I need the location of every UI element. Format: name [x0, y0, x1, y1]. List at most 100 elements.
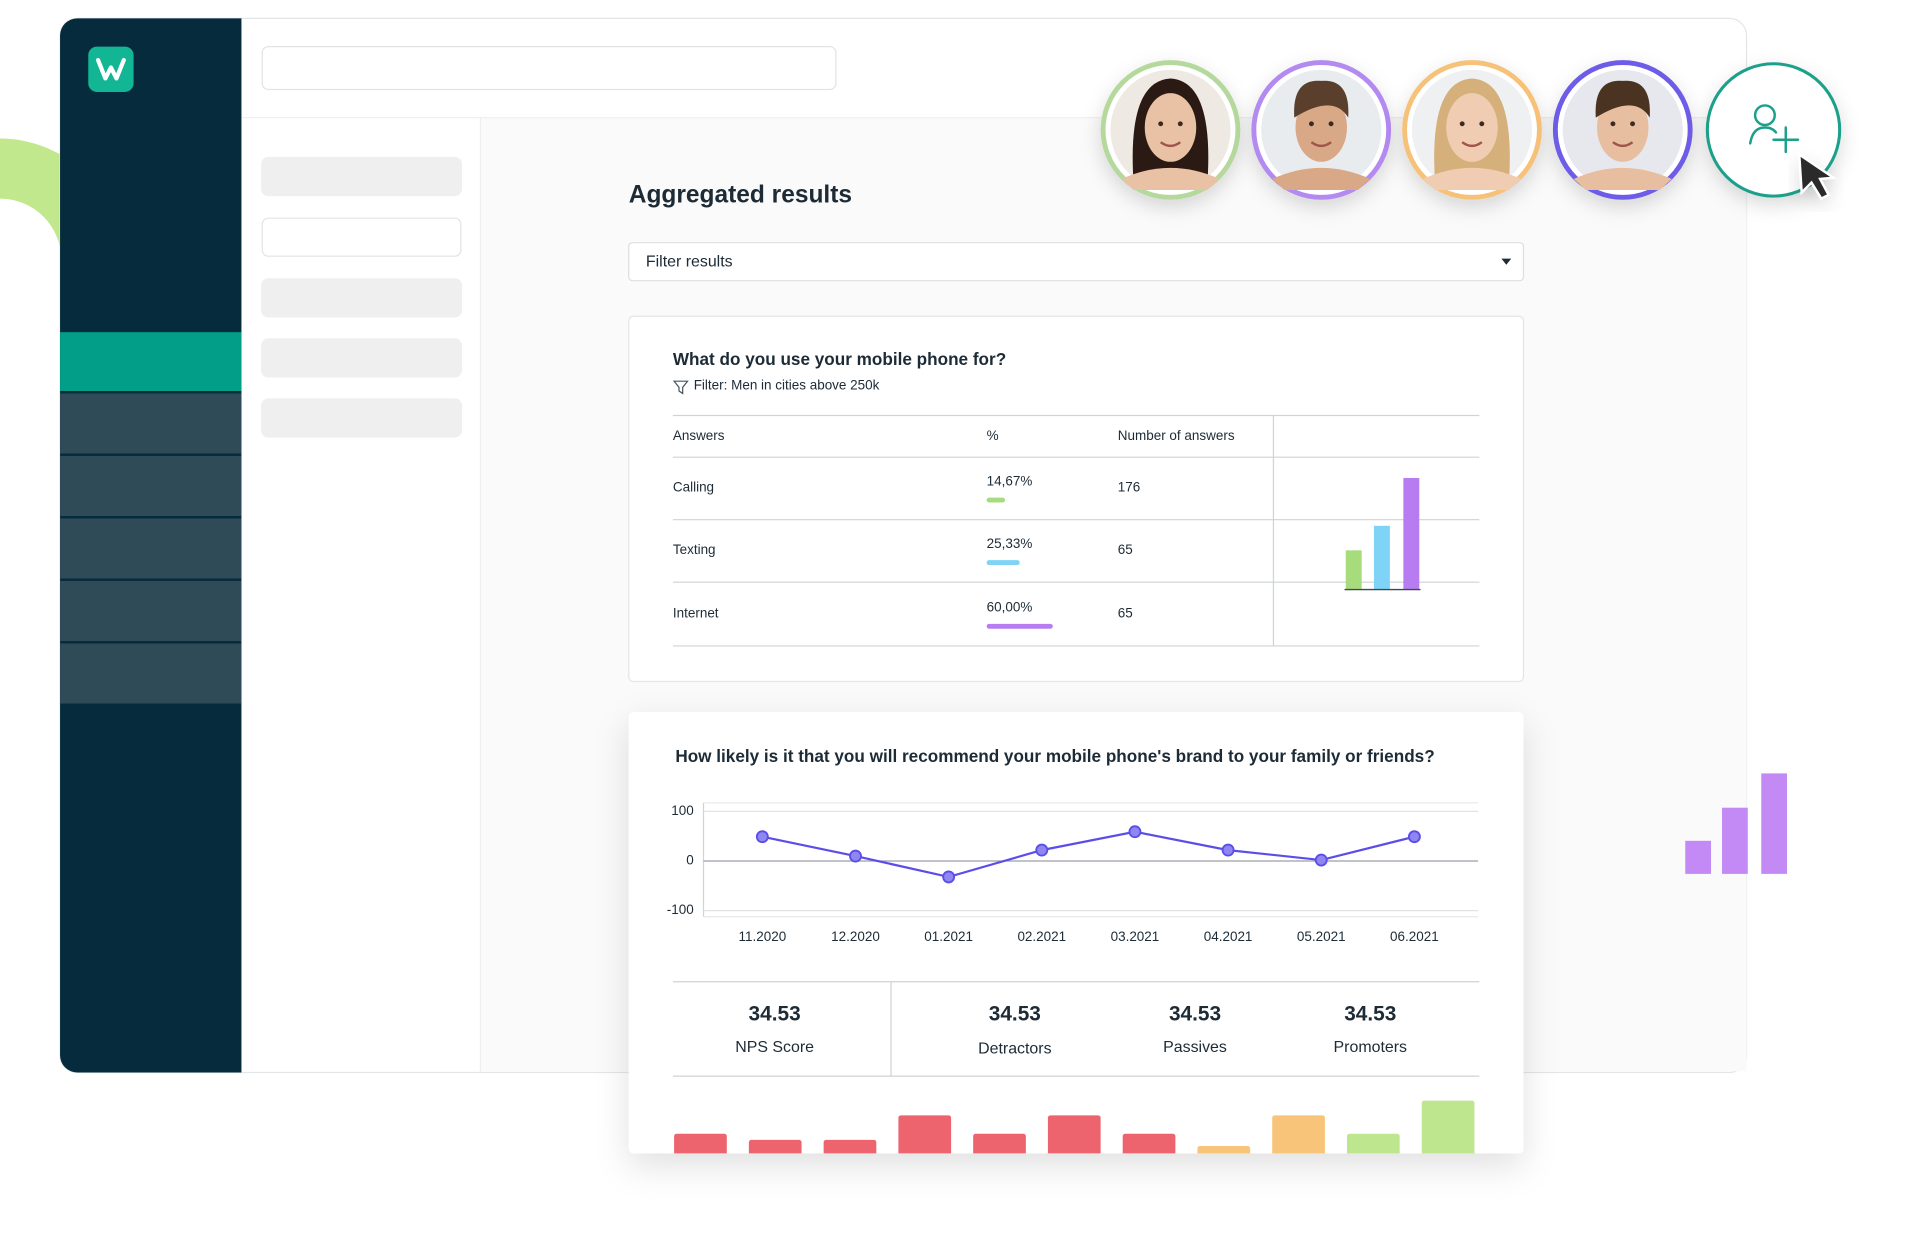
column-header: % [987, 428, 999, 443]
nps-point [1407, 830, 1421, 844]
avatar-eye [1158, 121, 1164, 127]
avatar-smile [1612, 141, 1634, 148]
column-header: Answers [673, 428, 725, 443]
add-user-icon [1748, 126, 1778, 145]
filter-placeholder: Filter results [646, 254, 733, 271]
add-user-icon [1753, 104, 1776, 127]
filter-icon [672, 380, 689, 395]
table-cell: 14,67% [987, 473, 1033, 488]
mini-bar [1373, 525, 1390, 590]
table-cell: 65 [1118, 606, 1133, 621]
y-tick-label: 0 [686, 853, 694, 868]
subnav-item [261, 398, 463, 438]
avatar-hair [1294, 80, 1349, 118]
table-cell: 65 [1118, 542, 1133, 557]
x-tick-label: 02.2021 [1017, 929, 1066, 944]
table-cell: Texting [673, 542, 716, 557]
avatar-smile [1159, 141, 1182, 148]
avatar-face [1144, 93, 1197, 162]
stat-label: NPS Score [735, 1039, 814, 1056]
decor-bar [1761, 773, 1787, 874]
avatar-eye [1177, 121, 1183, 127]
avatar-eye [1459, 121, 1465, 127]
nav-item [60, 580, 242, 642]
avatar-eye [1328, 121, 1334, 127]
x-tick-label: 01.2021 [924, 929, 973, 944]
score-bar [1272, 1115, 1325, 1154]
nps-point [755, 830, 769, 844]
avatar-eye [1308, 121, 1314, 127]
score-bar [1047, 1115, 1101, 1154]
x-tick-label: 04.2021 [1204, 929, 1253, 944]
avatar-hair [1595, 80, 1650, 118]
score-bars [674, 1100, 1475, 1154]
score-bar [1346, 1133, 1400, 1154]
nps-point [849, 849, 862, 863]
score-bar [1421, 1100, 1475, 1154]
avatar-shoulders [1573, 167, 1672, 190]
stat-label: Promoters [1334, 1039, 1407, 1056]
nps-line [762, 830, 1415, 879]
question-title: What do you use your mobile phone for? [673, 349, 1006, 369]
avatar-eye [1610, 121, 1616, 127]
table-cell: Calling [673, 479, 714, 494]
nps-point [1314, 853, 1328, 867]
avatar-shoulders [1272, 167, 1371, 190]
logo-mark [95, 57, 126, 81]
avatar-smile [1310, 141, 1332, 148]
score-bar [823, 1139, 877, 1154]
avatar-shoulders [1121, 167, 1220, 190]
nps-point [1221, 843, 1235, 857]
subnav-item [261, 156, 463, 197]
nav-item [60, 643, 242, 704]
score-bar [898, 1115, 952, 1154]
stat-label: Detractors [978, 1040, 1051, 1057]
mini-bar [1403, 478, 1420, 590]
subnav-item-active [261, 217, 462, 257]
y-tick-label: 100 [671, 803, 693, 818]
add-user-plus [1772, 126, 1800, 154]
percent-bar [986, 497, 1006, 503]
filter-note: Filter: Men in cities above 250k [694, 378, 880, 393]
nps-point [1128, 825, 1142, 839]
nav-item-active [60, 332, 242, 391]
x-tick-label: 11.2020 [739, 929, 787, 944]
cursor [1797, 152, 1838, 201]
score-bar [674, 1133, 727, 1154]
stat-label: Passives [1163, 1039, 1227, 1056]
score-bar [748, 1139, 802, 1154]
decor-bar [1685, 840, 1711, 874]
nps-point [942, 870, 956, 884]
decor-bar [1722, 807, 1748, 874]
search-input [261, 45, 837, 91]
avatar-smile [1461, 141, 1483, 148]
table-cell: 60,00% [987, 599, 1033, 614]
x-tick-label: 05.2021 [1297, 929, 1346, 944]
table-cell: Internet [673, 606, 719, 621]
table-cell: 25,33% [987, 536, 1033, 551]
avatar-shoulders [1422, 167, 1522, 190]
avatar-eye [1479, 121, 1485, 127]
stat-value: 34.53 [989, 1002, 1041, 1025]
filter-select[interactable] [628, 242, 1525, 282]
nps-point [1035, 843, 1049, 857]
avatar-face [1295, 93, 1347, 162]
mini-bar [1345, 550, 1362, 590]
score-bar [1197, 1145, 1251, 1154]
table-cell: 176 [1118, 479, 1140, 494]
avatar-eye [1630, 121, 1636, 127]
layer: Aggregated results Filter results What do … [0, 17, 1842, 1154]
score-bar [1122, 1133, 1176, 1154]
nps-card [628, 712, 1524, 1154]
nav-item [60, 455, 242, 517]
nav-item [60, 518, 242, 579]
x-tick-label: 03.2021 [1111, 929, 1160, 944]
x-tick-label: 12.2020 [831, 929, 880, 944]
stat-value: 34.53 [749, 1002, 801, 1025]
score-bar [973, 1133, 1026, 1154]
column-header: Number of answers [1118, 428, 1235, 443]
avatar-face [1446, 93, 1498, 162]
page-title: Aggregated results [629, 182, 852, 209]
